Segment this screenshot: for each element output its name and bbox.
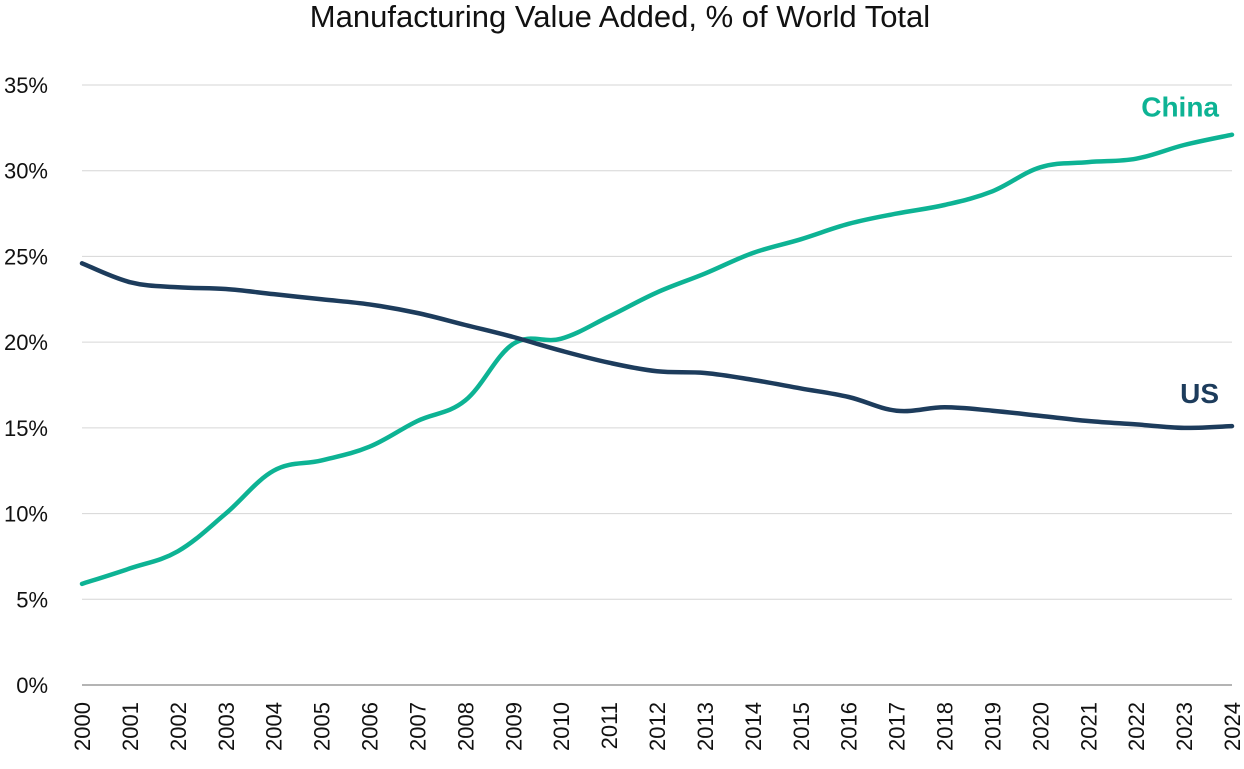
x-tick-label: 2016 (837, 702, 862, 751)
x-tick-label: 2022 (1124, 702, 1149, 751)
x-tick-label: 2021 (1076, 702, 1101, 751)
x-tick-label: 2004 (262, 702, 287, 751)
x-tick-label: 2012 (645, 702, 670, 751)
x-tick-label: 2003 (214, 702, 239, 751)
x-tick-label: 2019 (980, 702, 1005, 751)
x-tick-label: 2000 (70, 702, 95, 751)
x-tick-label: 2010 (549, 702, 574, 751)
x-tick-label: 2024 (1220, 702, 1244, 751)
y-tick-label: 10% (4, 502, 48, 527)
x-tick-label: 2008 (453, 702, 478, 751)
gridlines (82, 84, 1232, 686)
x-tick-label: 2001 (118, 702, 143, 751)
y-axis-ticks: 0% 5% 10% 15% 20% 25% 30% 35% (4, 73, 48, 698)
series-line-china (79, 132, 1235, 587)
y-tick-label: 0% (16, 673, 48, 698)
x-tick-label: 2013 (693, 702, 718, 751)
x-tick-label: 2014 (741, 702, 766, 751)
x-tick-label: 2011 (597, 702, 622, 749)
x-axis-ticks: 2000 2001 2002 2003 2004 2005 2006 2007 2008 2009… (70, 702, 1244, 751)
y-tick-label: 15% (4, 416, 48, 441)
x-tick-label: 2009 (501, 702, 526, 751)
series-line-us (79, 261, 1235, 431)
x-tick-label: 2018 (933, 702, 958, 751)
x-tick-label: 2015 (789, 702, 814, 751)
y-tick-label: 30% (4, 159, 48, 184)
series-label-china: China (1141, 92, 1219, 123)
x-tick-label: 2005 (310, 702, 335, 751)
series-label-us: US (1180, 378, 1219, 409)
y-tick-label: 25% (4, 244, 48, 269)
x-tick-label: 2002 (166, 702, 191, 751)
y-tick-label: 5% (16, 587, 48, 612)
series-labels: China US (1141, 92, 1219, 409)
series-lines (79, 132, 1235, 587)
x-tick-label: 2023 (1172, 702, 1197, 751)
x-tick-label: 2006 (358, 702, 383, 751)
chart-title: Manufacturing Value Added, % of World To… (310, 0, 930, 34)
y-tick-label: 35% (4, 73, 48, 98)
x-tick-label: 2020 (1028, 702, 1053, 751)
y-tick-label: 20% (4, 330, 48, 355)
x-tick-label: 2017 (885, 702, 910, 751)
x-tick-label: 2007 (405, 702, 430, 751)
